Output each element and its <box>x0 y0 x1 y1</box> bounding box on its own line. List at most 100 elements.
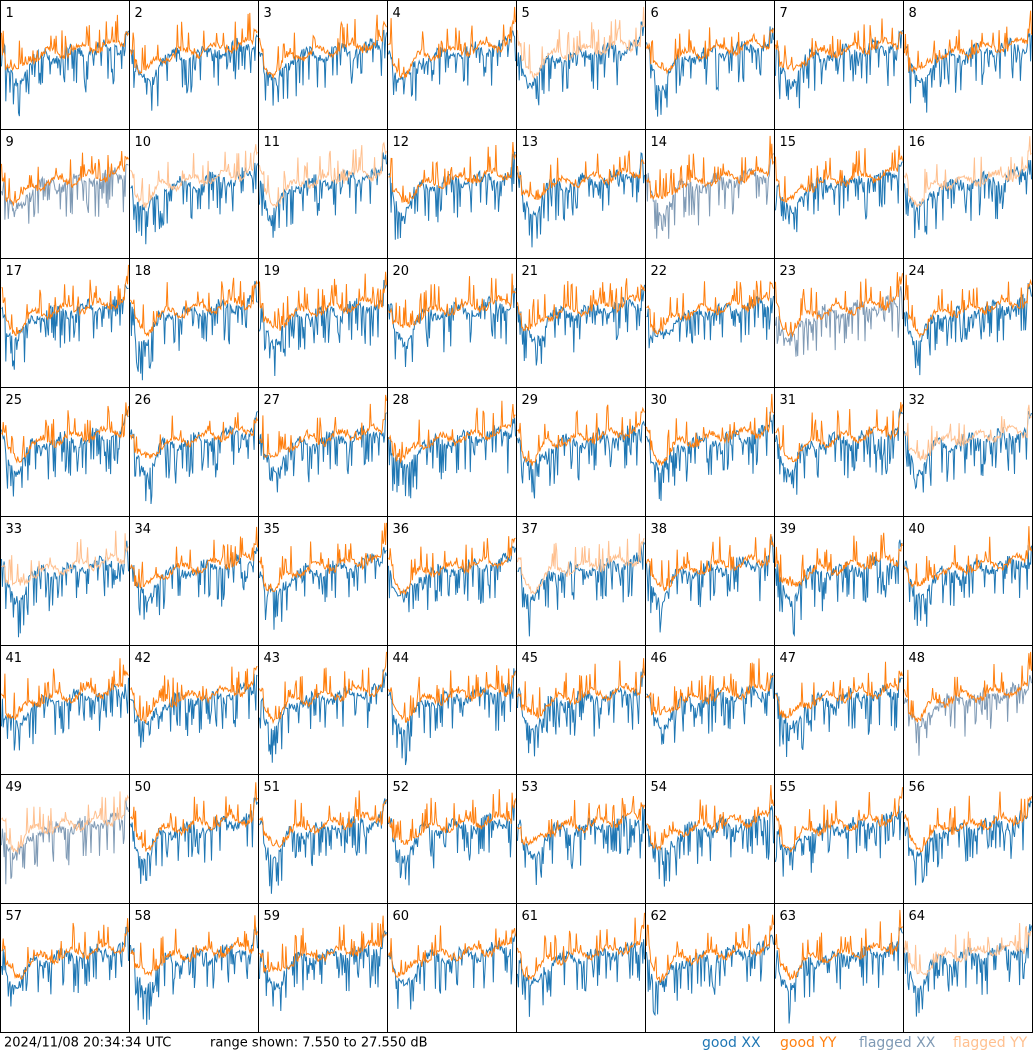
panel-label: 53 <box>522 780 539 795</box>
spectrum-xx <box>259 546 387 630</box>
spectrum-xx <box>130 34 258 111</box>
panel-label: 6 <box>651 6 659 21</box>
panel-frame <box>516 0 646 130</box>
spectrum-yy <box>646 27 774 75</box>
panel-label: 16 <box>909 135 926 150</box>
spectrum-xx <box>904 283 1032 376</box>
spectrum-xx <box>130 410 258 505</box>
spectrum-yy <box>130 412 258 459</box>
spectrum-xx <box>646 805 774 887</box>
panel-label: 28 <box>393 393 410 408</box>
spectrum-xx <box>775 30 903 109</box>
spectrum-yy <box>775 18 903 72</box>
spectrum-xx <box>130 797 258 884</box>
spectrum-xx <box>775 408 903 495</box>
panel-label: 25 <box>6 393 23 408</box>
spectrum-xx <box>130 926 258 1025</box>
panel-label: 57 <box>6 909 23 924</box>
spectrum-yy <box>259 522 387 592</box>
panel: 47 <box>774 645 904 775</box>
spectrum-xx <box>775 161 903 233</box>
panel: 45 <box>516 645 646 775</box>
spectrum-xx <box>1 799 129 885</box>
spectrum-yy <box>775 402 903 463</box>
panel-label: 9 <box>6 135 14 150</box>
panel: 8 <box>903 0 1033 130</box>
spectrum-yy <box>646 393 774 467</box>
panel-label: 27 <box>264 393 281 408</box>
spectrum-yy <box>130 526 258 589</box>
panel-label: 32 <box>909 393 926 408</box>
panel: 27 <box>258 387 388 517</box>
panel: 28 <box>387 387 517 517</box>
spectrum-yy <box>130 12 258 74</box>
panel-label: 58 <box>135 909 152 924</box>
legend-entry: flagged YY <box>953 1035 1028 1051</box>
spectrum-xx <box>517 939 645 1017</box>
panel-frame <box>129 129 259 259</box>
panel-label: 5 <box>522 6 530 21</box>
spectrum-yy <box>259 271 387 331</box>
spectrum-yy <box>646 280 774 335</box>
spectrum-yy <box>1 402 129 464</box>
panel: 41 <box>0 645 130 775</box>
spectrum-xx <box>388 544 516 613</box>
spectrum-yy <box>388 273 516 329</box>
spectrum-xx <box>259 412 387 493</box>
panel-label: 45 <box>522 651 539 666</box>
panel: 6 <box>645 0 775 130</box>
spectrum-yy <box>517 533 645 595</box>
panel: 23 <box>774 258 904 388</box>
spectrum-yy <box>904 136 1032 209</box>
panel: 14 <box>645 129 775 259</box>
panel-frame <box>903 903 1033 1033</box>
spectrum-yy <box>904 10 1032 73</box>
panel-label: 48 <box>909 651 926 666</box>
spectrum-yy <box>1 791 129 854</box>
panel: 57 <box>0 903 130 1033</box>
panel-frame <box>903 129 1033 259</box>
panel: 12 <box>387 129 517 259</box>
panel-frame <box>258 645 388 775</box>
panel: 48 <box>903 645 1033 775</box>
panel-label: 19 <box>264 264 281 279</box>
panel-label: 29 <box>522 393 539 408</box>
spectrum-yy <box>775 661 903 719</box>
panel-label: 2 <box>135 6 143 21</box>
spectrum-yy <box>904 526 1032 589</box>
panel-label: 33 <box>6 522 23 537</box>
spectrum-yy <box>130 277 258 338</box>
panel-frame <box>0 903 130 1033</box>
panel-label: 39 <box>780 522 797 537</box>
spectrum-yy <box>259 651 387 725</box>
panel-label: 38 <box>651 522 668 537</box>
panel: 7 <box>774 0 904 130</box>
spectrum-yy <box>517 278 645 332</box>
panel: 38 <box>645 516 775 646</box>
panel: 43 <box>258 645 388 775</box>
spectrum-xx <box>388 800 516 886</box>
spectrum-yy <box>1 14 129 72</box>
spectrum-yy <box>130 666 258 724</box>
panel: 2 <box>129 0 259 130</box>
spectrum-yy <box>517 912 645 980</box>
panel: 54 <box>645 774 775 904</box>
panel-frame <box>774 903 904 1033</box>
panel-label: 24 <box>909 264 926 279</box>
panel-label: 22 <box>651 264 668 279</box>
spectrum-yy <box>517 795 645 846</box>
panel-label: 3 <box>264 6 272 21</box>
panel-frame <box>258 903 388 1033</box>
spectrum-xx <box>904 32 1032 113</box>
panel-label: 47 <box>780 651 797 666</box>
panel: 10 <box>129 129 259 259</box>
spectrum-yy <box>517 404 645 466</box>
panel-label: 36 <box>393 522 410 537</box>
panel-label: 37 <box>522 522 539 537</box>
panel-frame <box>129 774 259 904</box>
panel-label: 31 <box>780 393 797 408</box>
panel: 64 <box>903 903 1033 1033</box>
spectrum-xx <box>130 673 258 748</box>
panel-label: 4 <box>393 6 401 21</box>
